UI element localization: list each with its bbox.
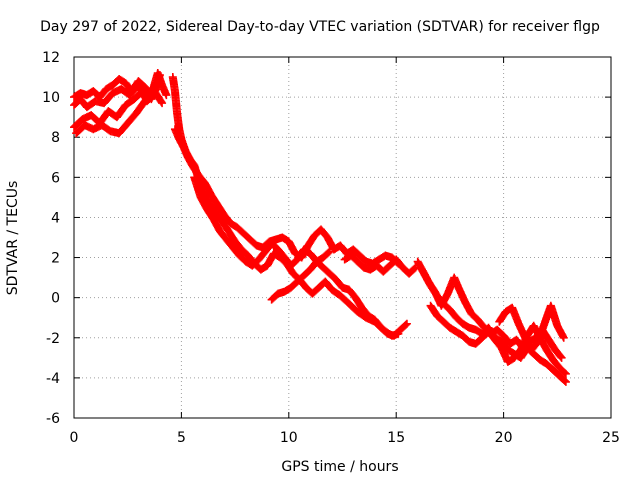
data-point — [560, 368, 569, 377]
series-track-13 — [495, 301, 568, 354]
series-track-4 — [72, 71, 164, 138]
plot-frame — [73, 56, 612, 419]
data-point — [325, 247, 334, 256]
y-tick-label: -4 — [46, 371, 60, 387]
data-point — [324, 248, 333, 257]
data-point — [557, 353, 566, 362]
data-point — [401, 320, 410, 329]
y-tick-label: 10 — [42, 90, 60, 106]
y-tick-label: 4 — [51, 210, 60, 226]
x-tick-label: 25 — [602, 430, 620, 446]
y-tick-label: 12 — [42, 50, 60, 66]
x-tick-label: 0 — [70, 430, 79, 446]
axis-ticks: 0 5 10 15 20 25 -6 -4 -2 0 2 4 6 8 10 12 — [42, 50, 620, 446]
data-point — [560, 376, 569, 385]
series-track-9 — [340, 251, 420, 278]
data-point — [561, 377, 570, 386]
data-point — [402, 319, 411, 328]
y-tick-label: -2 — [46, 331, 60, 347]
y-axis-label: SDTVAR / TECUs — [5, 181, 21, 296]
x-tick-label: 10 — [280, 430, 298, 446]
grid — [74, 57, 611, 418]
data-point — [157, 97, 166, 106]
data-point — [162, 91, 171, 100]
y-tick-label: 6 — [51, 170, 60, 186]
data-marks — [70, 69, 570, 386]
y-tick-label: 8 — [51, 130, 60, 146]
series-track-8 — [267, 247, 334, 304]
series-track-11 — [417, 265, 566, 362]
y-tick-label: 0 — [51, 291, 60, 307]
data-point — [559, 333, 568, 342]
x-tick-label: 15 — [387, 430, 405, 446]
chart-title: Day 297 of 2022, Sidereal Day-to-day VTE… — [40, 19, 600, 35]
data-point — [155, 71, 164, 80]
y-tick-label: 2 — [51, 251, 60, 267]
data-point — [556, 352, 565, 361]
x-tick-label: 20 — [495, 430, 513, 446]
data-point — [561, 369, 570, 378]
data-point — [410, 264, 419, 273]
data-point — [158, 99, 167, 108]
y-tick-label: -6 — [46, 411, 60, 427]
x-tick-label: 5 — [177, 430, 186, 446]
x-axis-label: GPS time / hours — [281, 459, 398, 475]
